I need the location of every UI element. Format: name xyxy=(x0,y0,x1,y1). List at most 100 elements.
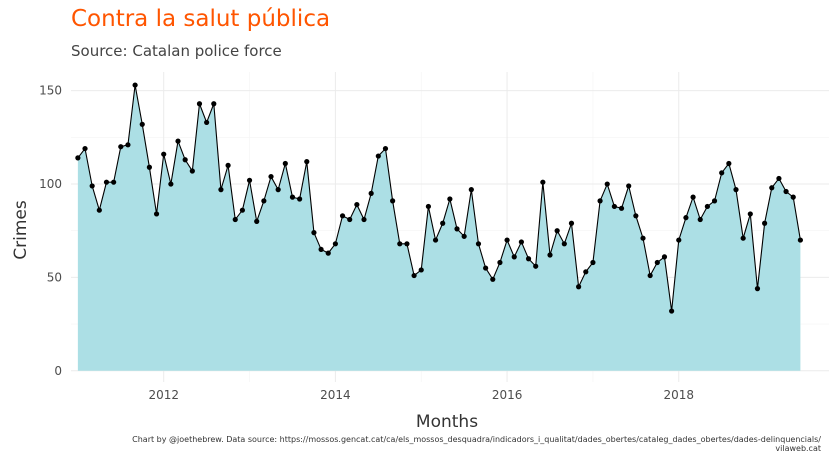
data-point xyxy=(633,213,639,219)
data-point xyxy=(483,265,489,271)
data-point xyxy=(239,207,245,213)
data-point xyxy=(354,201,360,208)
data-point xyxy=(640,235,646,241)
data-point xyxy=(711,198,718,204)
data-point xyxy=(454,226,460,232)
point-layer xyxy=(75,82,803,314)
data-point xyxy=(311,230,317,236)
data-point xyxy=(318,246,324,253)
data-point xyxy=(547,252,553,258)
data-point xyxy=(325,250,331,256)
data-point xyxy=(497,259,503,266)
data-point xyxy=(211,101,217,107)
area-fill xyxy=(77,85,801,371)
data-point xyxy=(139,121,145,127)
data-point xyxy=(676,237,682,243)
data-point xyxy=(611,203,617,210)
data-point xyxy=(518,239,524,245)
data-point xyxy=(368,190,374,196)
y-tick-label: 150 xyxy=(39,84,62,98)
data-point xyxy=(554,228,560,234)
data-point xyxy=(669,308,675,314)
data-point xyxy=(533,263,539,269)
data-point xyxy=(275,187,281,193)
data-point xyxy=(254,218,260,224)
data-point xyxy=(246,177,253,183)
data-point xyxy=(626,183,632,189)
data-point xyxy=(390,198,396,204)
data-point xyxy=(797,237,803,243)
y-tick-label: 100 xyxy=(39,177,62,191)
chart-title: Contra la salut pública xyxy=(71,6,331,32)
data-point xyxy=(168,181,174,187)
data-point xyxy=(418,267,424,273)
data-point xyxy=(568,220,575,226)
data-point xyxy=(125,142,131,148)
data-point xyxy=(654,259,660,266)
data-point xyxy=(790,194,796,200)
data-point xyxy=(161,151,167,157)
data-point xyxy=(697,216,703,223)
data-point xyxy=(769,185,775,191)
data-point xyxy=(661,254,668,260)
data-point xyxy=(576,284,582,290)
data-point xyxy=(754,286,761,292)
data-point xyxy=(218,187,224,193)
data-point xyxy=(647,272,653,279)
data-point xyxy=(440,220,446,226)
data-point xyxy=(189,168,195,174)
y-tick-label: 50 xyxy=(47,270,62,284)
y-tick-label: 0 xyxy=(54,364,62,378)
data-point xyxy=(690,194,696,200)
x-tick-label: 2018 xyxy=(664,388,695,402)
data-point xyxy=(153,211,160,217)
data-point xyxy=(132,82,138,88)
data-point xyxy=(297,196,303,202)
data-point xyxy=(425,203,431,210)
data-point xyxy=(747,211,753,217)
data-point xyxy=(111,179,117,185)
data-point xyxy=(726,160,732,167)
data-point xyxy=(118,144,124,150)
data-point xyxy=(75,155,81,161)
data-point xyxy=(783,188,789,195)
data-point xyxy=(604,181,610,187)
data-point xyxy=(432,237,439,243)
data-point xyxy=(332,241,338,247)
data-point xyxy=(776,175,782,182)
data-point xyxy=(475,241,482,247)
data-point xyxy=(411,272,417,279)
data-point xyxy=(103,179,110,185)
chart-caption: Chart by @joethebrew. Data source: https… xyxy=(132,435,821,453)
data-point xyxy=(225,162,231,168)
data-point xyxy=(282,160,288,167)
data-point xyxy=(583,269,589,275)
data-point xyxy=(511,254,517,260)
data-point xyxy=(89,183,95,189)
data-point xyxy=(82,145,88,152)
data-point xyxy=(597,198,603,204)
data-point xyxy=(540,179,546,185)
data-point xyxy=(96,207,102,213)
data-point xyxy=(733,187,739,193)
data-point xyxy=(261,198,267,204)
data-point xyxy=(719,170,725,176)
data-point xyxy=(289,194,296,200)
data-point xyxy=(683,215,689,221)
data-point xyxy=(762,220,768,226)
data-point xyxy=(504,237,510,243)
data-point xyxy=(382,145,389,152)
x-tick-label: 2016 xyxy=(492,388,523,402)
data-point xyxy=(268,173,274,180)
data-point xyxy=(447,196,453,202)
data-point xyxy=(590,259,596,266)
data-point xyxy=(175,138,181,144)
data-point xyxy=(525,256,532,262)
data-point xyxy=(232,216,238,223)
data-point xyxy=(704,203,710,210)
data-point xyxy=(375,153,381,159)
data-point xyxy=(347,216,353,223)
x-tick-label: 2012 xyxy=(148,388,179,402)
data-point xyxy=(461,233,467,239)
